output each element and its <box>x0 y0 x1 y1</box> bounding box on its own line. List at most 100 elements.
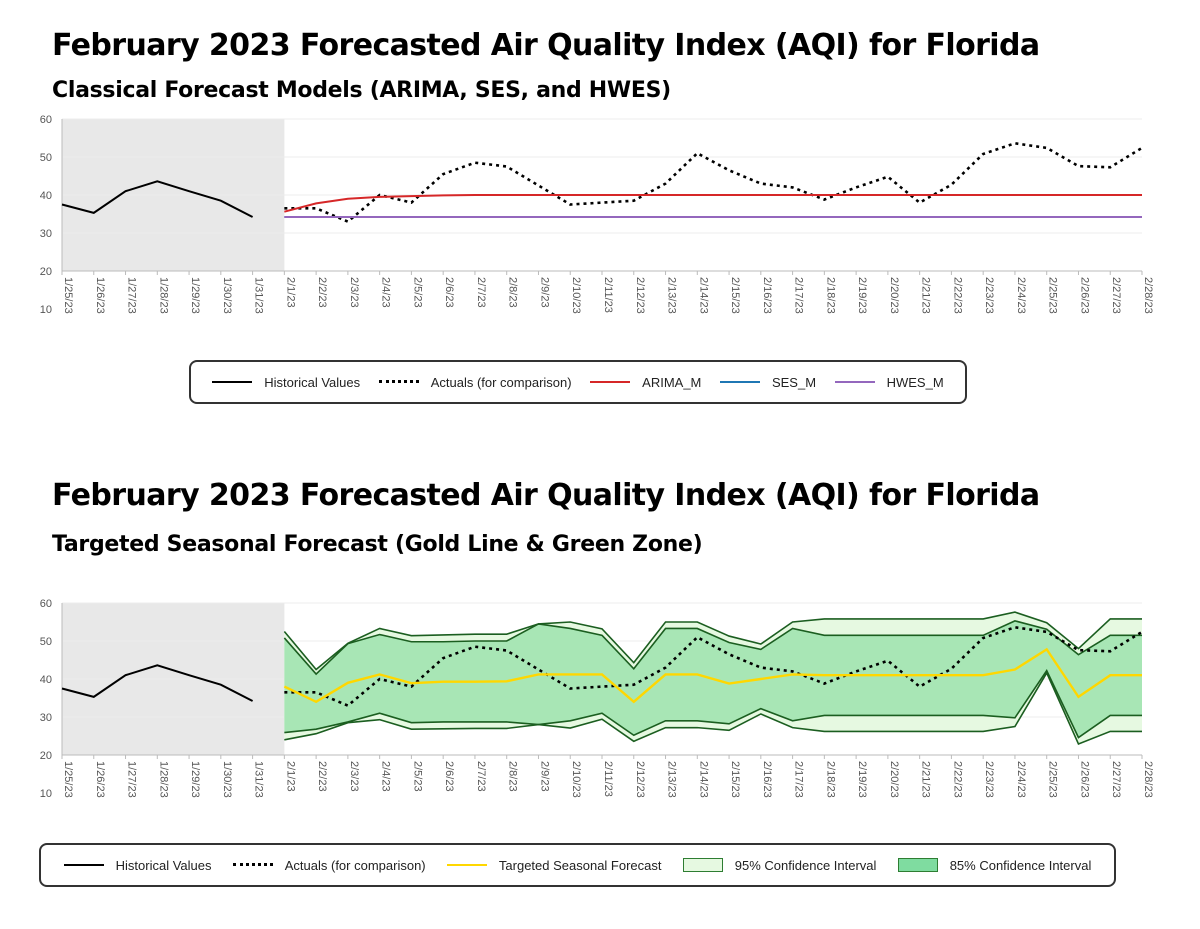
chart2-y-tick-label: 10 <box>40 788 52 800</box>
chart1-y-tick-label: 30 <box>40 228 52 240</box>
chart1-x-tick-label: 2/21/23 <box>920 277 932 314</box>
chart2-legend-swatch <box>63 858 104 872</box>
chart2-x-tick-label: 2/4/23 <box>380 761 392 792</box>
chart2-x-tick-label: 2/16/23 <box>761 761 773 798</box>
chart2-legend-item: Actuals (for comparison) <box>232 857 426 873</box>
chart2-x-tick-label: 1/31/23 <box>253 761 265 798</box>
chart1-legend-swatch <box>719 375 760 389</box>
chart1-x-tick-label: 2/14/23 <box>697 277 709 314</box>
chart2-legend-label: Actuals (for comparison) <box>284 857 426 873</box>
chart1-x-tick-label: 2/12/23 <box>634 277 646 314</box>
chart2-y-tick-label: 20 <box>40 750 52 762</box>
chart1-legend-item: SES_M <box>719 374 817 390</box>
chart2-legend-label: Targeted Seasonal Forecast <box>498 857 662 873</box>
chart2-x-tick-label: 2/22/23 <box>951 761 963 798</box>
chart1-y-tick-label: 10 <box>40 304 52 316</box>
chart1-legend-swatch <box>834 375 875 389</box>
chart2-y-tick-label: 60 <box>40 598 52 610</box>
chart1-legend-label: ARIMA_M <box>642 374 702 390</box>
chart2-title: February 2023 Forecasted Air Quality Ind… <box>52 478 1040 513</box>
chart2-x-tick-label: 1/26/23 <box>94 761 106 798</box>
chart1-x-tick-label: 2/25/23 <box>1047 277 1059 314</box>
chart1-plot: 60 50 40 30 20 10 1/25/23 1/26/23 1/27/23 1/28/23… <box>40 114 1154 316</box>
chart2-legend-swatch <box>232 858 273 872</box>
chart2-legend: Historical Values Actuals (for comparison… <box>39 843 1116 887</box>
chart2-x-tick-label: 2/12/23 <box>634 761 646 798</box>
chart2-band-95-upper-edge <box>283 611 1142 671</box>
chart2-x-tick-label: 1/27/23 <box>126 761 138 798</box>
chart2-legend-swatch <box>446 858 487 872</box>
chart2-x-tick-label: 1/29/23 <box>189 761 201 798</box>
chart2-x-tick-label: 1/30/23 <box>221 761 233 798</box>
chart2-x-tick-label: 2/11/23 <box>602 761 614 797</box>
chart2-x-tick-label: 2/19/23 <box>856 761 868 798</box>
chart1-x-tick-label: 1/26/23 <box>94 277 106 314</box>
chart1-x-tick-label: 2/19/23 <box>856 277 868 314</box>
chart1-x-tick-label: 2/8/23 <box>507 277 519 308</box>
chart1-series-historical-values <box>61 180 254 218</box>
chart1-legend-swatch <box>378 375 419 389</box>
chart2-legend-label: 95% Confidence Interval <box>734 857 877 873</box>
chart1-legend-swatch <box>212 375 253 389</box>
chart2-plot: 60 50 40 30 20 10 1/25/23 1/26/23 1/27/23 1/28/23… <box>40 598 1154 800</box>
chart2-x-tick-label: 2/23/23 <box>983 761 995 798</box>
chart2-series-actuals-for-comparison <box>284 625 1143 708</box>
chart1-x-tick-label: 2/18/23 <box>824 277 836 314</box>
chart2-x-tick-label: 2/13/23 <box>666 761 678 798</box>
chart1-x-tick-label: 2/20/23 <box>888 277 900 314</box>
chart2-x-tick-label: 2/2/23 <box>316 761 328 792</box>
chart1-legend-item: Historical Values <box>212 375 360 390</box>
chart2-band-85-lower-edge <box>284 669 1142 739</box>
chart1-legend-item: ARIMA_M <box>590 375 701 390</box>
chart2-y-tick-label: 50 <box>40 636 52 648</box>
chart2-x-tick-label: 1/25/23 <box>62 761 74 798</box>
chart2-x-tick-label: 2/8/23 <box>507 761 519 792</box>
chart1-series-arima-m <box>284 194 1142 213</box>
chart1-x-tick-label: 2/16/23 <box>761 277 773 314</box>
chart2-series-historical-values <box>61 664 254 702</box>
chart2-x-tick-label: 2/14/23 <box>697 761 709 798</box>
chart1-x-tick-label: 2/1/23 <box>284 277 296 308</box>
chart2-legend-item: Targeted Seasonal Forecast <box>446 857 662 873</box>
chart2-x-tick-label: 2/5/23 <box>411 761 423 792</box>
chart1-x-tick-label: 2/7/23 <box>475 277 487 308</box>
chart1-title: February 2023 Forecasted Air Quality Ind… <box>52 28 1040 63</box>
chart2-legend-item: 85% Confidence Interval <box>897 857 1092 873</box>
chart2-subtitle: Targeted Seasonal Forecast (Gold Line & … <box>52 532 703 557</box>
chart2-x-tick-label: 2/20/23 <box>888 761 900 798</box>
chart1-x-tick-label: 2/15/23 <box>729 277 741 314</box>
chart1-x-tick-label: 2/10/23 <box>570 277 582 314</box>
chart1-legend-label: Actuals (for comparison) <box>430 374 572 390</box>
chart1-y-tick-label: 50 <box>40 152 52 164</box>
chart1-x-tick-label: 1/27/23 <box>126 277 138 314</box>
chart1-x-tick-label: 1/31/23 <box>253 277 265 314</box>
chart2-x-tick-label: 2/10/23 <box>570 761 582 798</box>
chart2-legend-label: 85% Confidence Interval <box>949 857 1092 873</box>
chart2-x-tick-label: 2/18/23 <box>824 761 836 798</box>
chart2-x-tick-label: 2/28/23 <box>1142 761 1154 798</box>
chart1-legend: Historical Values Actuals (for comparison… <box>189 360 967 404</box>
chart2-x-tick-label: 2/17/23 <box>793 761 805 798</box>
chart2-x-tick-label: 2/7/23 <box>475 761 487 792</box>
chart1-x-tick-label: 2/3/23 <box>348 277 360 308</box>
chart1-x-tick-label: 2/4/23 <box>380 277 392 308</box>
chart1-series-actuals-for-comparison <box>284 141 1143 224</box>
chart2-x-tick-label: 2/9/23 <box>538 761 550 792</box>
chart1-x-tick-label: 2/2/23 <box>316 277 328 308</box>
chart1-legend-label: SES_M <box>771 374 817 390</box>
chart2-series-targeted-seasonal-forecast <box>283 647 1142 704</box>
chart2-x-tick-label: 2/15/23 <box>729 761 741 798</box>
chart1-x-tick-label: 2/17/23 <box>793 277 805 314</box>
chart2-x-tick-label: 2/1/23 <box>284 761 296 792</box>
chart1-legend-item: Actuals (for comparison) <box>378 374 572 390</box>
chart2-x-tick-label: 2/3/23 <box>348 761 360 792</box>
chart1-legend-label: HWES_M <box>886 374 944 390</box>
chart1-subtitle: Classical Forecast Models (ARIMA, SES, a… <box>52 78 671 103</box>
chart1-y-tick-label: 20 <box>40 266 52 278</box>
chart1-x-tick-label: 2/26/23 <box>1078 277 1090 314</box>
chart1-x-tick-label: 1/25/23 <box>62 277 74 314</box>
chart1-x-tick-label: 2/6/23 <box>443 277 455 308</box>
chart1-y-tick-label: 60 <box>40 114 52 126</box>
chart1-y-tick-label: 40 <box>40 190 52 202</box>
chart1-legend-swatch <box>590 375 631 389</box>
